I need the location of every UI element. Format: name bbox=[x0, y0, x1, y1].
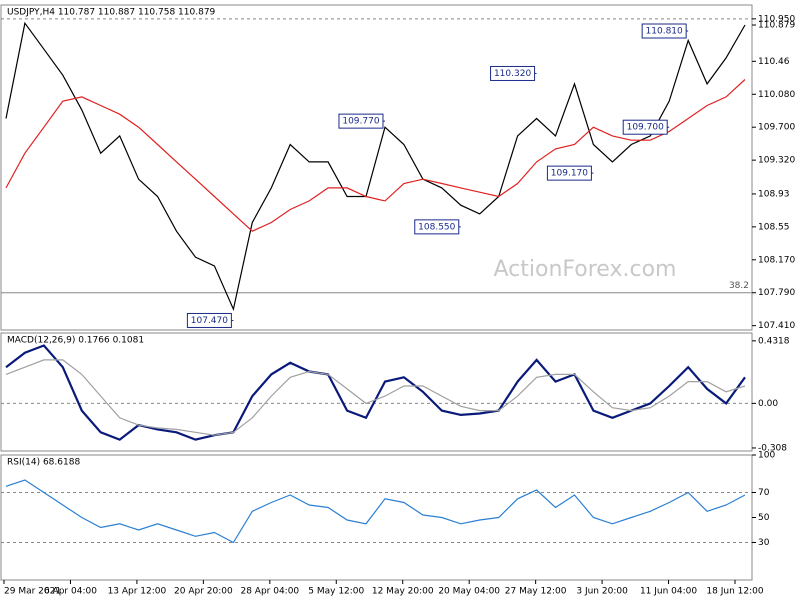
series-line bbox=[5, 359, 746, 436]
x-tick-label: 12 May 20:00 bbox=[372, 587, 434, 597]
panel-title: MACD(12,26,9) 0.1766 0.1081 bbox=[7, 336, 144, 346]
series-line bbox=[5, 79, 746, 232]
x-tick-label: 20 May 04:00 bbox=[438, 587, 500, 597]
y-tick-label: 107.790 bbox=[758, 288, 795, 298]
y-tick-label: 30 bbox=[758, 538, 770, 548]
x-tick-label: 28 Apr 04:00 bbox=[240, 587, 299, 597]
annotation-label: 110.810 bbox=[646, 27, 683, 37]
x-tick-label: 20 Apr 20:00 bbox=[174, 587, 233, 597]
panel-frame bbox=[0, 332, 753, 452]
y-tick-label: 70 bbox=[758, 488, 770, 498]
panel-title: USDJPY,H4 110.787 110.887 110.758 110.87… bbox=[7, 8, 216, 18]
annotation-label: 109.700 bbox=[627, 123, 664, 133]
y-tick-label: 0.4318 bbox=[758, 336, 790, 346]
x-tick-label: 5 May 12:00 bbox=[308, 587, 364, 597]
y-tick-label: 110.950 bbox=[758, 14, 795, 24]
y-tick-label: 50 bbox=[758, 513, 770, 523]
panel-frame bbox=[0, 4, 753, 331]
y-tick-label: 107.410 bbox=[758, 321, 795, 331]
y-tick-label: 109.700 bbox=[758, 123, 795, 133]
watermark: ActionForex.com bbox=[494, 257, 677, 282]
x-tick-label: 6 Apr 04:00 bbox=[44, 587, 97, 597]
y-tick-label: 0.00 bbox=[758, 399, 778, 409]
annotation-label: 109.170 bbox=[551, 169, 588, 179]
y-tick-label: 110.879 bbox=[758, 21, 795, 31]
x-tick-label: 3 Jun 20:00 bbox=[576, 587, 628, 597]
y-tick-label: -0.308 bbox=[758, 443, 787, 453]
x-tick-label: 13 Apr 12:00 bbox=[108, 587, 167, 597]
series-line bbox=[5, 479, 746, 544]
series-line bbox=[5, 21, 746, 312]
x-tick-label: 18 Jun 12:00 bbox=[706, 587, 763, 597]
x-tick-label: 27 May 12:00 bbox=[505, 587, 567, 597]
y-tick-label: 109.320 bbox=[758, 156, 795, 166]
y-tick-label: 108.93 bbox=[758, 189, 790, 199]
annotation-label: 110.320 bbox=[494, 69, 531, 79]
y-tick-label: 108.170 bbox=[758, 255, 795, 265]
annotation-label: 108.550 bbox=[418, 222, 455, 232]
x-tick-label: 29 Mar 2021 bbox=[4, 587, 61, 597]
y-tick-label: 100 bbox=[758, 451, 775, 461]
x-tick-label: 11 Jun 04:00 bbox=[640, 587, 697, 597]
y-tick-label: 108.55 bbox=[758, 222, 790, 232]
series-line bbox=[5, 344, 746, 441]
panel-title: RSI(14) 68.6188 bbox=[7, 458, 80, 468]
y-tick-label: 110.080 bbox=[758, 90, 795, 100]
panel-frame bbox=[0, 454, 753, 581]
y-tick-label: 110.46 bbox=[758, 57, 790, 67]
annotation-label: 109.770 bbox=[342, 117, 379, 127]
annotation-label: 107.470 bbox=[191, 316, 228, 326]
level-label: 38.2 bbox=[729, 281, 749, 291]
